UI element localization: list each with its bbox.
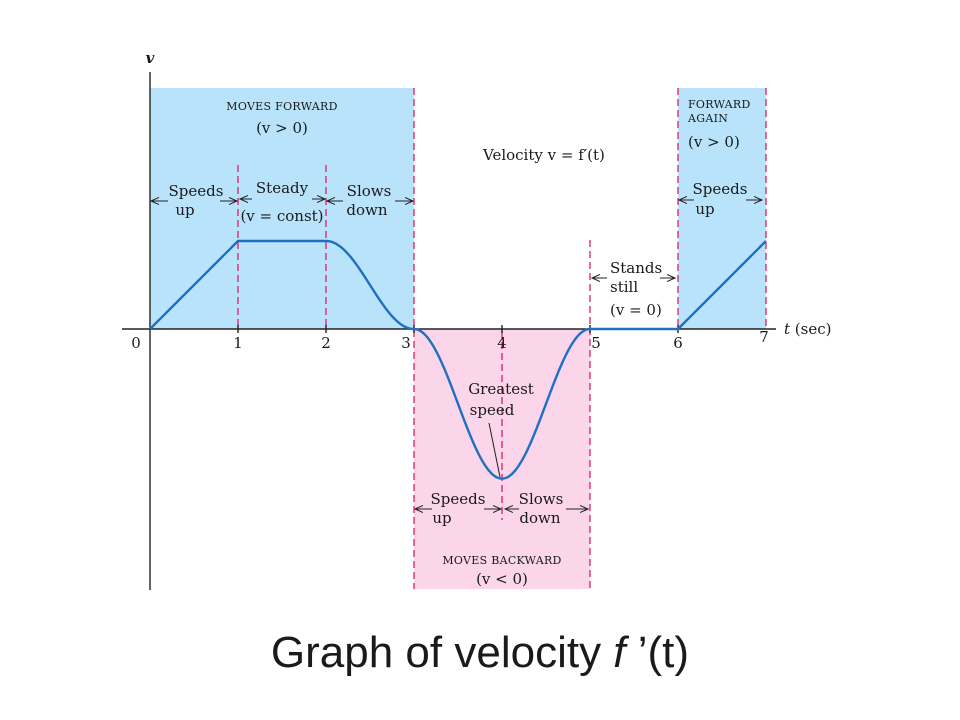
steady-line2: (v = const)	[240, 207, 323, 225]
x-tick-label-1: 1	[233, 334, 243, 352]
caption-prefix: Graph of velocity	[270, 628, 614, 677]
stands-still-line3: (v = 0)	[610, 301, 662, 319]
stands-still-line1: Stands	[610, 259, 662, 277]
y-axis-label: v	[146, 49, 155, 67]
greatest-speed-pointer	[488, 422, 501, 478]
moves-backward-condition: (v < 0)	[476, 570, 528, 588]
speeds-up-3-line2: up	[695, 200, 714, 218]
speeds-up-3-line1: Speeds	[693, 180, 748, 198]
x-tick-label-7: 7	[759, 328, 769, 346]
greatest-speed-line2: speed	[470, 401, 515, 419]
slows-down-1-line2: down	[346, 201, 387, 219]
moves-forward-label: MOVES FORWARD	[226, 100, 338, 113]
speeds-up-1-line1: Speeds	[169, 182, 224, 200]
slows-down-1-line1: Slows	[347, 182, 392, 200]
x-axis-label: t (sec)	[784, 320, 831, 338]
x-tick-label-3: 3	[401, 334, 411, 352]
greatest-speed-line1: Greatest	[468, 380, 534, 398]
slows-down-2-line1: Slows	[519, 490, 564, 508]
x-tick-label-4: 4	[497, 334, 507, 352]
caption-function: f	[613, 628, 626, 677]
x-tick-label-2: 2	[321, 334, 331, 352]
speeds-up-2-line2: up	[432, 509, 451, 527]
moves-forward-condition: (v > 0)	[256, 119, 308, 137]
velocity-curve	[149, 239, 767, 480]
slows-down-2-line2: down	[519, 509, 560, 527]
steady-line1: Steady	[256, 179, 309, 197]
caption-suffix: ’(t)	[625, 628, 690, 677]
speeds-up-1-line2: up	[175, 201, 194, 219]
x-tick-label-0: 0	[131, 334, 141, 352]
chart-title: Velocity v = f′(t)	[482, 146, 605, 164]
stands-still-line2: still	[610, 278, 638, 296]
velocity-chart: 0 1 2 3 4 5 6 7 t (sec) v MOVES FORWARD (v > 0) MOV…	[122, 49, 831, 590]
speeds-up-2-line1: Speeds	[431, 490, 486, 508]
moves-backward-label: MOVES BACKWARD	[442, 554, 561, 567]
region-2	[678, 88, 766, 329]
forward-again-condition: (v > 0)	[688, 133, 740, 151]
x-tick-label-6: 6	[673, 334, 683, 352]
forward-again-label-1: FORWARD	[688, 98, 751, 111]
figure-caption: Graph of velocity f ’(t)	[0, 628, 960, 678]
x-tick-label-5: 5	[591, 334, 601, 352]
forward-again-label-2: AGAIN	[687, 112, 728, 125]
region-0	[150, 88, 414, 329]
